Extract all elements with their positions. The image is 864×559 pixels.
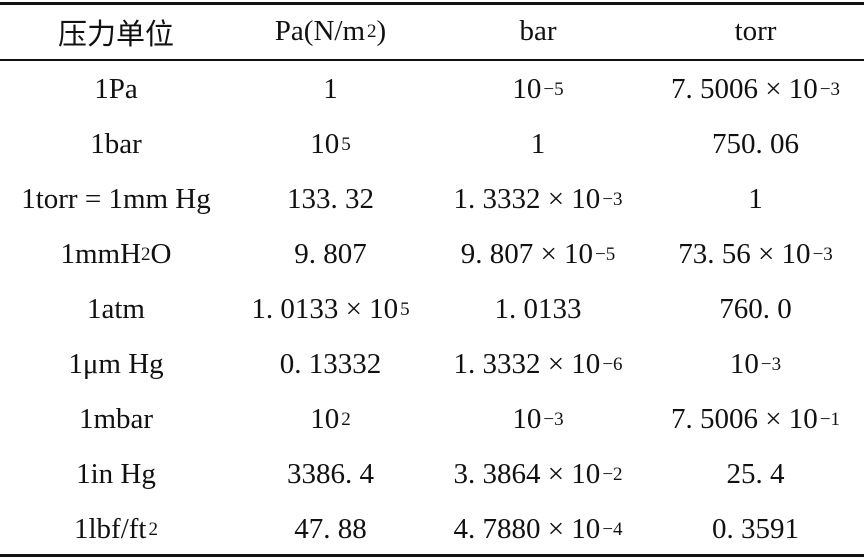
cell-sup: −3 [760,353,782,375]
table-cell: 7. 5006 × 10 −3 [647,62,864,117]
cell-base: 10 [512,403,542,435]
header-cell: bar [519,15,557,47]
table-cell: 1mbar [78,403,154,435]
bottom-rule [0,554,864,557]
header-cell: 压力单位 [57,18,174,51]
top-rule [0,2,864,5]
table-cell: 760. 0 [719,293,792,325]
table-cell: 10 −3 [429,392,647,447]
cell-base: 10 [310,128,340,160]
cell-sup: −1 [819,408,841,430]
table-cell: 1. 0133 × 10 5 [232,282,429,337]
cell-rest: ) [376,15,387,47]
cell-base: 1lbf/ft [74,513,147,545]
cell-base: 4. 7880 × 10 [453,513,601,545]
table-cell: 1μm Hg [68,348,164,380]
cell-sup: −3 [819,78,841,100]
cell-base: 10 [729,348,759,380]
cell-base: 3. 3864 × 10 [453,458,601,490]
cell-base: 73. 56 × 10 [678,238,811,270]
cell-sup: −3 [602,188,623,210]
table-cell: 1in Hg [76,458,156,490]
cell-base: 10 [512,73,542,105]
table-cell: 1 [530,128,546,160]
table-cell: 1 [323,73,338,105]
cell-rest: O [150,238,172,270]
table-cell: 1. 0133 [494,293,582,325]
cell-sup: −4 [602,518,623,540]
table-cell: 7. 5006 × 10 −1 [647,392,864,447]
cell-sup: −6 [602,353,623,375]
table-cell: 3386. 4 [287,458,374,490]
table-cell: 1bar [90,128,142,160]
table-cell: 750. 06 [712,128,799,160]
cell-base: 10 [310,403,340,435]
cell-base: Pa(N/m [274,15,366,47]
table-cell: 9. 807 [294,238,367,270]
header-cell: torr [734,15,777,47]
cell-base: 1. 3332 × 10 [453,183,601,215]
table-cell: 1. 3332 × 10 −6 [429,337,647,392]
table-cell: 133. 32 [287,183,374,215]
table-cell: 1lbf/ft 2 [0,502,232,557]
cell-sup: 5 [341,133,351,155]
cell-sup: 2 [148,518,159,540]
header-rule [0,59,864,61]
table-cell: 47. 88 [294,513,367,545]
table-cell: 4. 7880 × 10 −4 [429,502,647,557]
table-cell: 1Pa [94,73,138,105]
table-cell: 10 5 [232,117,429,172]
table-cell: 73. 56 × 10 −3 [647,227,864,282]
cell-base: 7. 5006 × 10 [670,73,818,105]
header-cell: Pa(N/m 2) [232,4,429,59]
cell-base: 1. 3332 × 10 [453,348,601,380]
cell-sup: −5 [543,78,564,100]
table-cell: 10 2 [232,392,429,447]
cell-sup: 2 [367,20,377,42]
cell-sup: 5 [400,298,410,320]
cell-sup: −2 [602,463,623,485]
table-cell: 1mmH 2 O [0,227,232,282]
table-cell: 1. 3332 × 10 −3 [429,172,647,227]
cell-base: 1. 0133 × 10 [251,293,399,325]
table-cell: 0. 13332 [279,348,382,380]
cell-sup: −3 [543,408,564,430]
cell-base: 7. 5006 × 10 [670,403,818,435]
cell-sub: 2 [141,243,151,265]
table-cell: 9. 807 × 10 −5 [429,227,647,282]
table-cell: 1 [748,183,763,215]
cell-sup: −3 [812,243,833,265]
table-cell: 0. 3591 [712,513,799,545]
table-cell: 1torr = 1mm Hg [21,183,211,215]
cell-base: 9. 807 × 10 [460,238,594,270]
cell-sup: 2 [341,408,351,430]
table-cell: 10 −5 [429,62,647,117]
cell-sup: −5 [595,243,616,265]
table-cell: 10 −3 [647,337,864,392]
cell-base: 1mmH [60,238,142,270]
table-cell: 3. 3864 × 10 −2 [429,447,647,502]
table-cell: 1atm [87,293,145,325]
table-cell: 25. 4 [726,458,785,490]
